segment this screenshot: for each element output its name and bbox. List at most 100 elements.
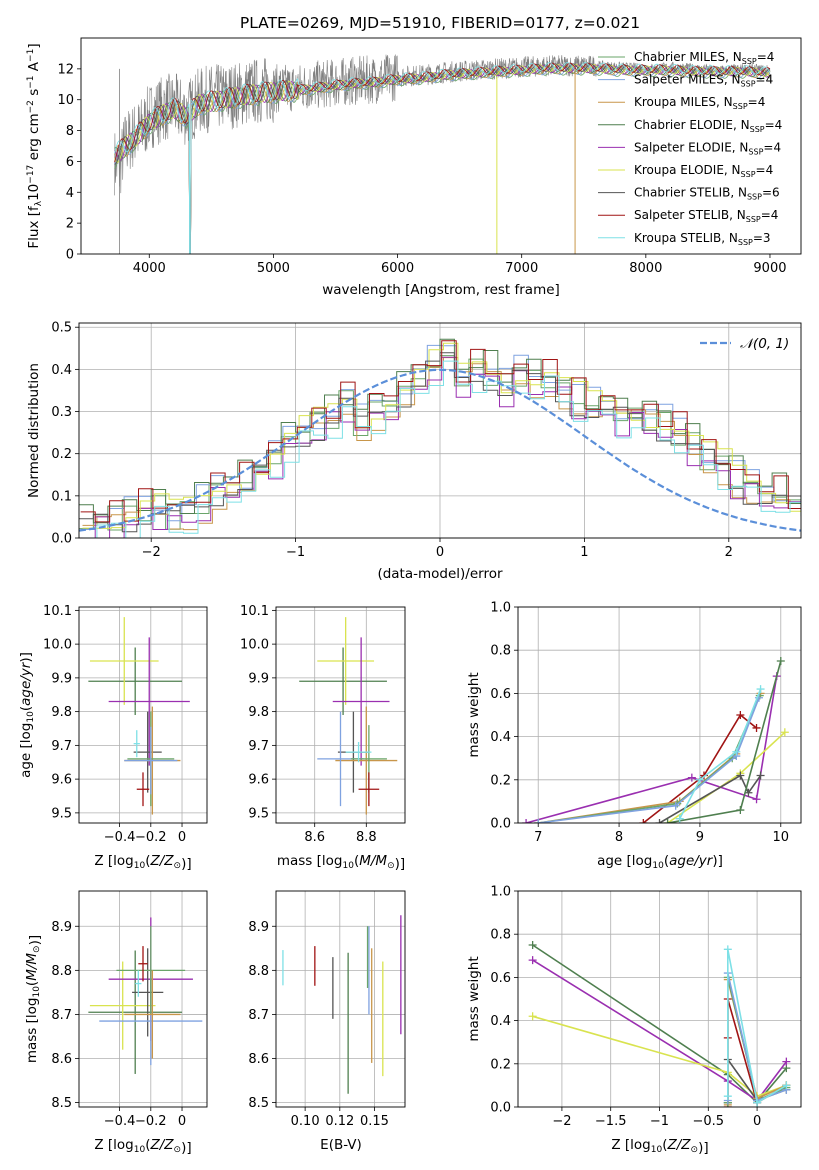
x-axis-label: Z [log10(Z/Z⊙)] <box>94 1137 191 1156</box>
y-tick-label: 8.6 <box>248 1052 269 1067</box>
plot-area <box>79 338 801 538</box>
y-axis-label: mass weight <box>466 672 482 757</box>
axes-age-vs-Z: −0.4 −0.2 0 9.5 9.6 9.7 9.8 9.9 10.0 10.1 Z [log10… <box>18 604 208 872</box>
x-tick-label: −1.5 <box>595 1114 627 1129</box>
x-axis-label: age [log10(age/yr)] <box>597 853 723 871</box>
y-tick-label: 9.9 <box>248 671 269 686</box>
y-tick-label: 10.0 <box>43 638 72 653</box>
y-tick-label: 0.1 <box>51 489 72 504</box>
weight-point <box>528 956 537 965</box>
y-tick-label: 8 <box>66 124 74 139</box>
weight-point <box>695 775 704 784</box>
weight-point <box>534 819 543 823</box>
weight-point <box>753 1098 762 1107</box>
y-tick-label: 9.6 <box>51 773 72 788</box>
weight-point <box>752 795 761 804</box>
legend-label: 𝒩(0, 1) <box>740 336 789 352</box>
y-tick-label: 8.8 <box>248 964 269 979</box>
y-axis-label: Flux [fλ10−17 erg cm−2 s−1 A−1] <box>26 43 44 248</box>
y-tick-label: 8.9 <box>51 920 72 935</box>
weight-point <box>732 747 741 756</box>
weight-point <box>675 814 684 823</box>
x-tick-label: 5000 <box>257 261 290 276</box>
plot-area <box>114 54 771 254</box>
weight-line <box>532 959 788 1102</box>
x-tick-label: −0.5 <box>693 1114 725 1129</box>
weight-point <box>639 819 648 823</box>
y-tick-label: 1.0 <box>490 601 511 616</box>
legend-label: Chabrier STELIB, NSSP=6 <box>634 186 780 202</box>
y-tick-label: 10.0 <box>240 638 269 653</box>
y-axis-label: Normed distribution <box>26 363 42 498</box>
spectrum-model-line <box>114 64 771 254</box>
weight-point <box>782 1081 791 1090</box>
spectrum-model-line <box>114 65 771 254</box>
legend-label: Chabrier MILES, NSSP=4 <box>634 50 774 66</box>
plot-area <box>299 617 398 815</box>
legend-label: Kroupa ELODIE, NSSP=4 <box>634 163 773 179</box>
weight-line <box>538 697 760 823</box>
y-tick-label: 9.8 <box>248 705 269 720</box>
y-tick-label: 9.5 <box>248 806 269 821</box>
x-tick-label: −1 <box>286 545 305 560</box>
weight-point <box>736 711 745 719</box>
y-tick-label: 0.4 <box>490 1014 511 1029</box>
axes-frame <box>517 606 802 824</box>
axes-frame <box>78 322 802 539</box>
weight-point <box>671 801 680 810</box>
axes-weight-vs-age: 7 8 9 10 0.0 0.2 0.4 0.6 0.8 1.0 mass weight age [l… <box>466 601 802 871</box>
weight-point <box>528 941 537 949</box>
weight-point <box>522 819 531 823</box>
axes-frame <box>78 606 208 824</box>
axes-weight-vs-Z: −2 −1.5 −1 −0.5 0 0.0 0.2 0.4 0.6 0.8 1.0 mass weig… <box>466 885 802 1156</box>
plot-area <box>282 915 402 1094</box>
weight-line <box>726 949 787 1104</box>
x-tick-label: 2 <box>725 545 733 560</box>
y-tick-label: 0.8 <box>490 928 511 943</box>
x-tick-label: 9000 <box>753 261 786 276</box>
x-axis-label: mass [log10(M/M⊙)] <box>277 853 405 872</box>
weight-point <box>776 657 785 665</box>
histogram-step <box>79 352 801 533</box>
y-tick-label: 9.7 <box>248 739 269 754</box>
y-tick-label: 9.5 <box>51 806 72 821</box>
x-tick-label: 0.12 <box>325 1114 354 1129</box>
y-tick-label: 12 <box>57 62 74 77</box>
y-tick-label: 6 <box>66 155 74 170</box>
weight-line <box>678 688 762 820</box>
weight-point <box>756 771 765 780</box>
y-axis-label: mass [log10(M/M⊙)] <box>24 935 43 1063</box>
y-tick-label: 8.5 <box>248 1096 269 1111</box>
histogram-step <box>79 338 801 524</box>
x-tick-label: −2 <box>142 545 161 560</box>
y-tick-label: 0.2 <box>51 447 72 462</box>
weight-point <box>723 945 732 954</box>
weight-line <box>532 1015 787 1098</box>
axes-mass-vs-Z: −0.4 −0.2 0 8.5 8.6 8.7 8.8 8.9 Z [log10(Z/Z⊙)] m… <box>24 890 208 1156</box>
y-tick-label: 8.9 <box>248 920 269 935</box>
y-tick-label: 8.7 <box>51 1008 72 1023</box>
x-tick-label: 9 <box>696 830 704 845</box>
y-tick-label: 9.8 <box>51 705 72 720</box>
x-tick-label: −2 <box>552 1114 571 1129</box>
x-tick-label: 0 <box>178 1114 186 1129</box>
weight-point <box>687 773 696 782</box>
axes-frame <box>275 606 406 824</box>
histogram-step <box>82 357 801 531</box>
y-axis-label: age [log10(age/yr)] <box>18 652 36 778</box>
histogram-step <box>80 340 801 523</box>
x-tick-label: 8.6 <box>304 830 325 845</box>
y-tick-label: 0.2 <box>490 773 511 788</box>
y-tick-label: 0.0 <box>490 817 511 832</box>
weight-point <box>736 771 745 780</box>
y-tick-label: 1.0 <box>490 885 511 900</box>
weight-line <box>525 675 778 823</box>
y-tick-label: 4 <box>66 186 74 201</box>
x-tick-label: −0.4 <box>104 830 136 845</box>
x-tick-label: 0 <box>178 830 186 845</box>
figure-title: PLATE=0269, MJD=51910, FIBERID=0177, z=0… <box>240 14 640 32</box>
x-axis-label: (data-model)/error <box>377 566 503 582</box>
x-tick-label: 0 <box>436 545 444 560</box>
spectrum-model-line <box>114 63 771 254</box>
